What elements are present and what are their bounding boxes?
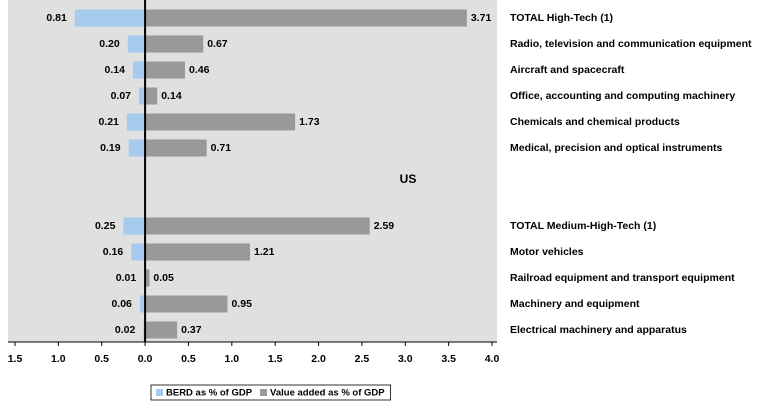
value-label: 0.25: [95, 220, 116, 232]
category-label: Machinery and equipment: [510, 298, 640, 310]
bar: [127, 35, 146, 53]
category-label: Aircraft and spacecraft: [510, 64, 625, 76]
value-label: 0.95: [231, 298, 252, 310]
value-label: 0.14: [105, 64, 126, 76]
legend-swatch: [156, 389, 163, 396]
category-label: Railroad equipment and transport equipme…: [510, 272, 735, 284]
bar: [145, 321, 178, 339]
x-tick-label: 4.0: [485, 353, 500, 365]
value-label: 0.14: [161, 90, 182, 102]
bar: [126, 113, 146, 131]
bar: [145, 217, 370, 235]
category-label: TOTAL High-Tech (1): [510, 12, 613, 24]
category-label: Radio, television and communication equi…: [510, 38, 752, 50]
category-label: Motor vehicles: [510, 246, 584, 258]
value-label: 0.81: [46, 12, 67, 24]
x-tick-label: 1.5: [268, 353, 283, 365]
category-label: Office, accounting and computing machine…: [510, 90, 735, 102]
legend-label: BERD as % of GDP: [166, 388, 253, 399]
value-label: 0.07: [111, 90, 132, 102]
bar: [132, 61, 146, 79]
x-tick-label: 1.0: [51, 353, 66, 365]
category-label: Chemicals and chemical products: [510, 116, 680, 128]
value-label: 0.67: [207, 38, 228, 50]
plot-area: [8, 0, 497, 342]
bar: [145, 243, 251, 261]
value-label: 0.46: [189, 64, 210, 76]
x-tick-label: 3.0: [398, 353, 413, 365]
value-label: 0.71: [211, 142, 232, 154]
value-label: 2.59: [374, 220, 395, 232]
bar: [128, 139, 146, 157]
legend-swatch: [260, 389, 268, 396]
value-label: 3.71: [471, 12, 492, 24]
x-tick-label: 1.0: [225, 353, 240, 365]
category-label: Medical, precision and optical instrumen…: [510, 142, 723, 154]
bar: [145, 269, 150, 287]
legend-label: Value added as % of GDP: [270, 388, 385, 399]
value-label: 0.06: [111, 298, 132, 310]
category-label: Electrical machinery and apparatus: [510, 324, 687, 336]
bar: [123, 217, 146, 235]
bar: [145, 35, 204, 53]
x-tick-label: 0.5: [94, 353, 109, 365]
x-tick-label: 3.5: [441, 353, 456, 365]
legend-box: [150, 384, 392, 401]
value-label: 0.19: [100, 142, 121, 154]
value-label: 0.02: [115, 324, 136, 336]
value-label: 0.21: [98, 116, 119, 128]
value-label: 0.01: [116, 272, 137, 284]
bar: [145, 139, 207, 157]
value-label: 1.73: [299, 116, 320, 128]
x-tick-label: 2.0: [311, 353, 326, 365]
value-label: 0.05: [153, 272, 174, 284]
value-label: 1.21: [254, 246, 275, 258]
bar: [145, 9, 467, 27]
value-label: 0.16: [103, 246, 124, 258]
x-tick-label: 1.5: [8, 353, 23, 365]
x-tick-label: 0.5: [181, 353, 196, 365]
category-label: TOTAL Medium-High-Tech (1): [510, 220, 656, 232]
bar: [145, 295, 228, 313]
bar: [74, 9, 146, 27]
bar: [131, 243, 146, 261]
bar: [139, 87, 146, 105]
bar: [145, 61, 185, 79]
bar: [139, 295, 146, 313]
x-tick-label: 2.5: [355, 353, 370, 365]
value-label: 0.20: [99, 38, 120, 50]
bar: [145, 87, 158, 105]
bar: [145, 113, 296, 131]
value-label: 0.37: [181, 324, 202, 336]
annotation: US: [400, 172, 417, 186]
x-tick-label: 0.0: [138, 353, 153, 365]
